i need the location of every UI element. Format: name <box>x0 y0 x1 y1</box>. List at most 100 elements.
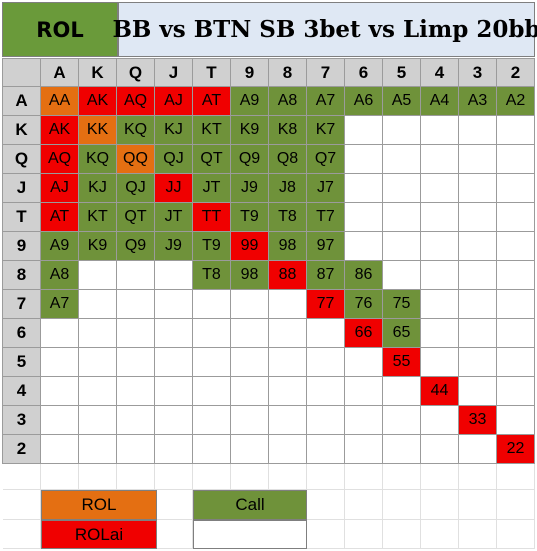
col-header-8: 8 <box>269 59 307 87</box>
hand-cell-KJ: KJ <box>155 116 193 145</box>
hand-cell-Q7: Q7 <box>307 145 345 174</box>
hand-cell-empty <box>155 290 193 319</box>
hand-cell-empty <box>41 406 79 435</box>
hand-cell-QQ: QQ <box>117 145 155 174</box>
hand-cell-QJ: QJ <box>155 145 193 174</box>
hand-cell-A7: A7 <box>41 290 79 319</box>
hand-cell-K9: K9 <box>231 116 269 145</box>
hand-cell-empty <box>383 406 421 435</box>
hand-cell-99: 99 <box>231 232 269 261</box>
hand-cell-empty <box>459 435 497 464</box>
hand-cell-empty <box>117 319 155 348</box>
hand-cell-AK: AK <box>41 116 79 145</box>
hand-cell-77: 77 <box>307 290 345 319</box>
chart-title: BB vs BTN SB 3bet vs Limp 20bb <box>112 2 537 57</box>
hand-cell-KT: KT <box>79 203 117 232</box>
hand-cell-empty <box>307 406 345 435</box>
hand-cell-K8: K8 <box>269 116 307 145</box>
hand-cell-empty <box>345 145 383 174</box>
hand-cell-JT: JT <box>193 174 231 203</box>
col-header-T: T <box>193 59 231 87</box>
hand-cell-empty <box>345 435 383 464</box>
sheet-gridline <box>345 520 383 549</box>
hand-cell-empty <box>41 319 79 348</box>
hand-cell-empty <box>231 319 269 348</box>
row-header-3: 3 <box>3 406 41 435</box>
hand-cell-87: 87 <box>307 261 345 290</box>
hand-cell-empty <box>307 435 345 464</box>
hand-cell-empty <box>41 377 79 406</box>
row-header-6: 6 <box>3 319 41 348</box>
hand-cell-empty <box>117 290 155 319</box>
col-header-9: 9 <box>231 59 269 87</box>
sheet-gridline <box>79 464 117 490</box>
hand-cell-KQ: KQ <box>117 116 155 145</box>
hand-cell-empty <box>345 406 383 435</box>
hand-cell-empty <box>383 435 421 464</box>
sheet-gridline <box>497 490 535 520</box>
hand-cell-empty <box>497 406 535 435</box>
row-header-9: 9 <box>3 232 41 261</box>
hand-cell-empty <box>231 406 269 435</box>
grid-corner <box>3 59 41 87</box>
hand-cell-AQ: AQ <box>117 87 155 116</box>
legend-rol: ROL <box>41 490 157 520</box>
row-header-T: T <box>3 203 41 232</box>
sheet-gridline <box>459 520 497 549</box>
col-header-2: 2 <box>497 59 535 87</box>
hand-cell-empty <box>421 145 459 174</box>
hand-cell-empty <box>79 290 117 319</box>
row-header-2: 2 <box>3 435 41 464</box>
hand-cell-Q8: Q8 <box>269 145 307 174</box>
sheet-gridline <box>3 520 41 549</box>
hand-cell-empty <box>459 290 497 319</box>
sheet-gridline <box>383 490 421 520</box>
hand-cell-88: 88 <box>269 261 307 290</box>
col-header-K: K <box>79 59 117 87</box>
hand-cell-empty <box>421 348 459 377</box>
hand-cell-empty <box>345 377 383 406</box>
hand-cell-empty <box>497 232 535 261</box>
title-left: ROL <box>2 2 118 57</box>
hand-cell-empty <box>269 435 307 464</box>
hand-cell-empty <box>421 203 459 232</box>
hand-cell-empty <box>79 348 117 377</box>
row-header-7: 7 <box>3 290 41 319</box>
row-header-5: 5 <box>3 348 41 377</box>
sheet-gridline <box>345 490 383 520</box>
hand-cell-Q9: Q9 <box>231 145 269 174</box>
sheet-gridline <box>421 520 459 549</box>
hand-cell-J9: J9 <box>155 232 193 261</box>
hand-cell-66: 66 <box>345 319 383 348</box>
hand-cell-empty <box>459 377 497 406</box>
sheet-gridline <box>421 490 459 520</box>
hand-cell-T8: T8 <box>269 203 307 232</box>
hand-cell-empty <box>307 319 345 348</box>
hand-cell-TT: TT <box>193 203 231 232</box>
hand-cell-J9: J9 <box>231 174 269 203</box>
hand-cell-empty <box>269 319 307 348</box>
hand-cell-empty <box>421 319 459 348</box>
col-header-Q: Q <box>117 59 155 87</box>
hand-cell-86: 86 <box>345 261 383 290</box>
hand-cell-empty <box>497 174 535 203</box>
hand-cell-KQ: KQ <box>79 145 117 174</box>
legend-empty <box>193 520 307 549</box>
hand-cell-empty <box>79 319 117 348</box>
sheet-gridline <box>155 464 193 490</box>
hand-cell-KK: KK <box>79 116 117 145</box>
hand-cell-empty <box>231 377 269 406</box>
hand-cell-empty <box>117 377 155 406</box>
hand-cell-empty <box>41 348 79 377</box>
sheet-gridline <box>459 464 497 490</box>
hand-cell-98: 98 <box>231 261 269 290</box>
hand-cell-75: 75 <box>383 290 421 319</box>
hand-cell-empty <box>269 290 307 319</box>
sheet-gridline <box>497 520 535 549</box>
sheet-gridline <box>41 464 79 490</box>
hand-cell-empty <box>459 319 497 348</box>
col-header-6: 6 <box>345 59 383 87</box>
hand-cell-33: 33 <box>459 406 497 435</box>
hand-cell-A5: A5 <box>383 87 421 116</box>
legend-call: Call <box>193 490 307 520</box>
